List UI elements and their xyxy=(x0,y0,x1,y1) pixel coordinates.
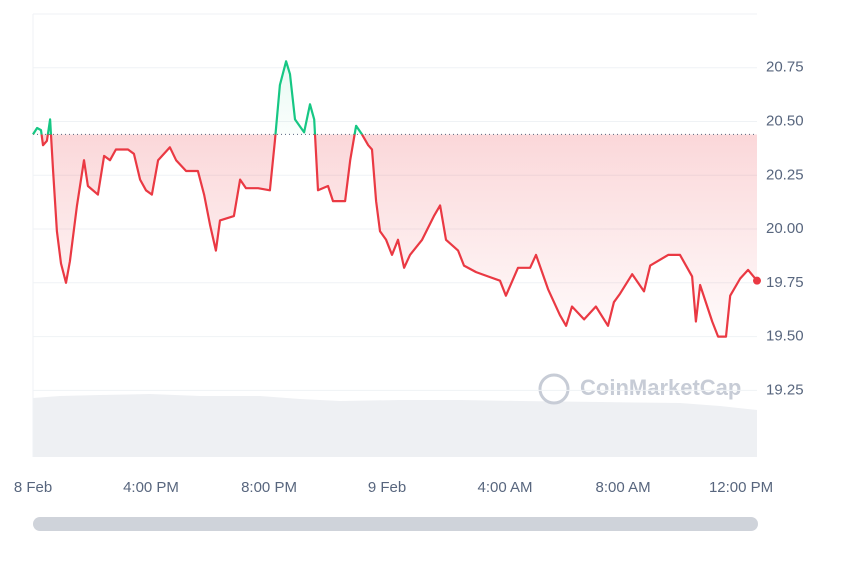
y-tick-label: 19.75 xyxy=(766,274,804,291)
y-tick-label: 19.25 xyxy=(766,381,804,398)
volume-area xyxy=(33,394,757,457)
scrollbar[interactable] xyxy=(33,517,758,531)
y-tick-label: 20.75 xyxy=(766,59,804,76)
x-tick-label: 4:00 AM xyxy=(478,479,533,496)
price-line xyxy=(32,60,758,338)
y-tick-label: 20.50 xyxy=(766,112,804,129)
x-tick-label: 8 Feb xyxy=(14,479,52,496)
y-tick-label: 20.25 xyxy=(766,166,804,183)
last-point xyxy=(753,276,761,285)
watermark-logo xyxy=(538,373,570,405)
x-tick-label: 9 Feb xyxy=(368,479,406,496)
y-tick-label: 19.50 xyxy=(766,328,804,345)
x-tick-label: 12:00 PM xyxy=(709,479,773,496)
x-tick-label: 8:00 AM xyxy=(596,479,651,496)
y-tick-label: 20.00 xyxy=(766,220,804,237)
x-tick-label: 4:00 PM xyxy=(123,479,179,496)
baseline-fill xyxy=(33,61,757,337)
x-tick-label: 8:00 PM xyxy=(241,479,297,496)
watermark: CoinMarketCap xyxy=(580,375,741,400)
